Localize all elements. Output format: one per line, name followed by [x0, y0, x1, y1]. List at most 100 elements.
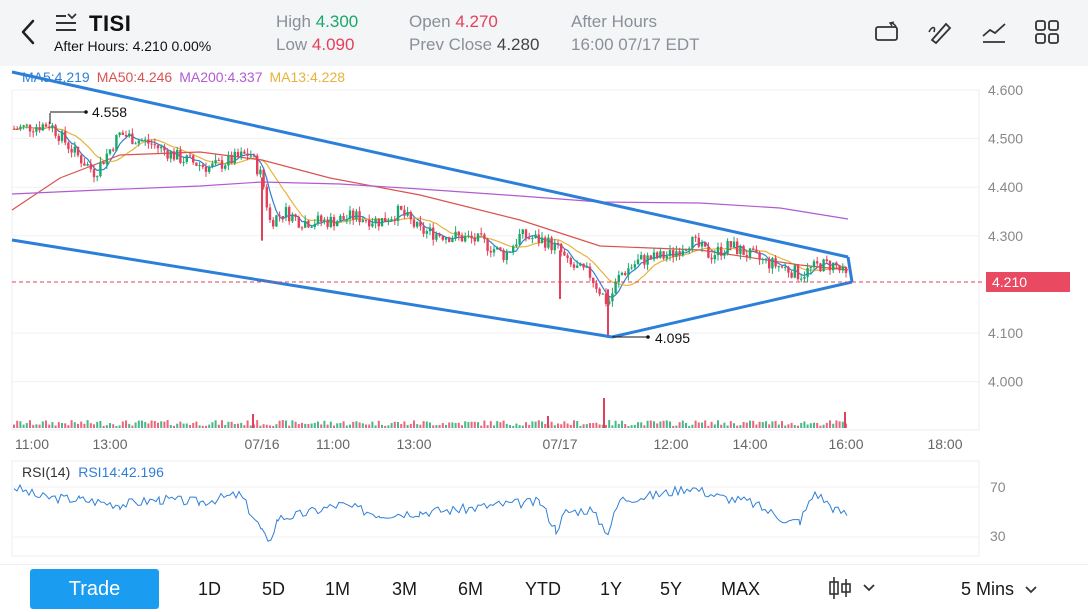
candle-body	[643, 255, 646, 265]
rotate-screen-icon[interactable]	[873, 18, 901, 46]
rsi-title: RSI(14)	[22, 464, 71, 480]
candle-body	[496, 247, 499, 250]
candle-body	[768, 258, 771, 269]
candle-body	[144, 139, 147, 141]
volume-bar	[544, 423, 547, 428]
menu-list-icon[interactable]	[54, 12, 78, 34]
volume-bar	[675, 425, 678, 428]
volume-bar	[435, 425, 438, 428]
range-5d[interactable]: 5D	[262, 579, 286, 599]
candle-body	[828, 261, 832, 271]
volume-bar	[185, 423, 188, 428]
volume-bar	[313, 422, 316, 428]
volume-bar	[115, 425, 118, 428]
volume-bar	[499, 422, 502, 428]
volume-bar	[35, 424, 38, 428]
volume-bar	[749, 420, 751, 428]
range-1d[interactable]: 1D	[198, 579, 222, 599]
indicator-icon[interactable]	[980, 18, 1008, 46]
range-3m[interactable]: 3M	[392, 579, 418, 599]
range-6m[interactable]: 6M	[458, 579, 484, 599]
candle-body	[512, 246, 515, 252]
range-1m[interactable]: 1M	[325, 579, 351, 599]
candle-body	[793, 265, 796, 278]
low-stat: Low 4.090	[276, 35, 354, 55]
candle-body	[300, 227, 304, 229]
candle-body	[422, 226, 425, 234]
candle-body	[729, 241, 732, 248]
interval-selector[interactable]: 5 Mins	[961, 579, 1038, 600]
candle-body	[361, 220, 364, 223]
volume-bar	[272, 425, 275, 428]
volume-bar	[144, 421, 147, 428]
price-axis: 4.600 4.500 4.400 4.300 4.100 4.000	[988, 82, 1023, 390]
volume-bar	[67, 425, 70, 428]
trade-button[interactable]: Trade	[30, 569, 159, 609]
candle-body	[841, 266, 844, 271]
volume-bar	[611, 425, 614, 428]
candle-body	[121, 132, 124, 135]
volume-bar	[844, 412, 846, 428]
volume-bar	[285, 420, 287, 428]
volume-bar	[841, 421, 844, 428]
candle-body	[540, 237, 544, 243]
volume-bar	[368, 424, 371, 428]
volume-bar	[457, 422, 460, 428]
candle-body	[35, 127, 38, 132]
trend-channel	[11, 70, 854, 339]
volume-bar	[361, 423, 364, 428]
volume-bar	[381, 424, 383, 428]
volume-bar	[765, 421, 767, 428]
candle-body	[393, 219, 396, 221]
volume-bar	[265, 424, 268, 428]
volume-bar	[93, 424, 95, 428]
volume-bar	[230, 421, 233, 428]
volume-bar	[688, 425, 691, 428]
candle-body	[70, 148, 73, 153]
candle-body	[636, 259, 640, 265]
range-1y[interactable]: 1Y	[600, 579, 623, 599]
range-ytd[interactable]: YTD	[525, 579, 561, 599]
drawing-tool-icon[interactable]	[926, 18, 954, 46]
candle-body	[73, 146, 76, 153]
candle-body	[544, 237, 547, 248]
candle-body	[508, 251, 512, 253]
candle-body	[108, 149, 112, 154]
candle-body	[672, 250, 675, 257]
candle-body	[22, 125, 25, 127]
volume-bar	[509, 424, 511, 428]
volume-bar	[345, 425, 348, 428]
back-button[interactable]	[14, 16, 42, 48]
volume-bar	[425, 421, 428, 428]
candle-body	[736, 241, 739, 255]
volume-bar	[355, 421, 358, 428]
volume-bar	[397, 422, 399, 428]
candle-body	[297, 216, 300, 228]
current-price-tag-bg	[986, 272, 1070, 292]
volume-bar	[70, 420, 73, 428]
range-max[interactable]: MAX	[721, 579, 761, 599]
range-5y[interactable]: 5Y	[660, 579, 683, 599]
layout-grid-icon[interactable]	[1033, 18, 1061, 46]
candle-body	[659, 251, 662, 258]
candle-body	[601, 293, 604, 295]
volume-bar	[118, 425, 121, 428]
candle-body	[377, 218, 380, 227]
volume-bar	[649, 420, 652, 428]
chevron-left-icon	[21, 19, 35, 45]
price-chart[interactable]: 4.600 4.500 4.400 4.300 4.100 4.000 4.210 4.5…	[0, 60, 1088, 560]
candle-body	[374, 218, 377, 224]
candle-body	[560, 243, 563, 252]
volume-bar	[720, 424, 723, 428]
rsi-line-path	[13, 483, 848, 542]
volume-bar	[563, 421, 566, 428]
volume-bar	[73, 422, 76, 428]
chart-type-selector[interactable]	[828, 575, 876, 601]
candle-body	[432, 227, 435, 240]
candle-body	[576, 265, 579, 268]
candle-body	[656, 252, 659, 258]
volume-bar	[477, 422, 479, 428]
rsi-line	[13, 483, 848, 542]
volume-bar	[275, 424, 278, 428]
candle-body	[150, 143, 153, 145]
